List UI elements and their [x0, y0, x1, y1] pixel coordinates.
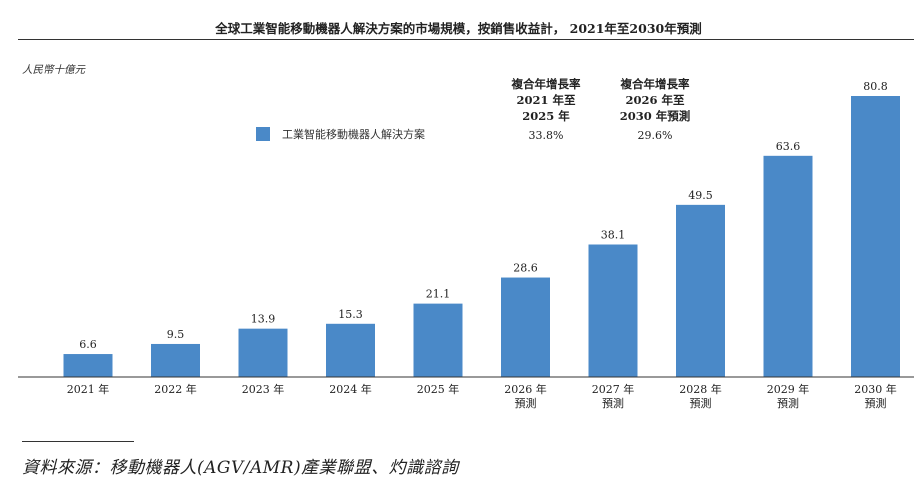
bar	[151, 343, 200, 377]
data-label: 21.1	[426, 288, 451, 301]
x-tick-label: 2022 年	[154, 382, 197, 396]
cagr-header-line: 2030 年預測	[619, 109, 691, 123]
x-tick-label: 2026 年	[504, 382, 547, 396]
x-tick-label: 預測	[777, 396, 799, 410]
x-tick-label: 2024 年	[329, 382, 372, 396]
x-tick-label: 2023 年	[242, 382, 285, 396]
data-label: 49.5	[688, 189, 713, 202]
x-tick-label: 預測	[690, 396, 712, 410]
source-note: 資料來源：移動機器人(AGV/AMR)產業聯盟、灼識諮詢	[22, 458, 459, 478]
bar	[763, 155, 813, 377]
x-tick-label: 2028 年	[679, 382, 722, 396]
cagr-header-2026-2030: 複合年增長率 2026 年至 2030 年預測	[605, 76, 705, 124]
legend: 工業智能移動機器人解決方案	[256, 127, 425, 141]
x-tick-label: 2030 年	[854, 382, 897, 396]
legend-swatch	[256, 127, 270, 141]
x-tick-label: 2027 年	[592, 382, 635, 396]
data-label: 63.6	[776, 140, 801, 153]
data-label: 13.9	[251, 313, 276, 326]
data-label: 38.1	[601, 228, 626, 241]
cagr-header-line: 2021 年至	[516, 93, 576, 107]
bar	[851, 96, 900, 377]
cagr-value-2021-2025: 33.8%	[528, 129, 564, 142]
cagr-header-2021-2025: 複合年增長率 2021 年至 2025 年	[496, 76, 596, 124]
unit-label: 人民幣十億元	[22, 64, 85, 76]
legend-label: 工業智能移動機器人解決方案	[282, 128, 425, 141]
cagr-header-line: 複合年增長率	[511, 77, 581, 91]
x-tick-label: 預測	[865, 396, 887, 410]
chart-title: 全球工業智能移動機器人解決方案的市場規模，按銷售收益計， 2021年至2030年…	[215, 21, 702, 36]
cagr-header-line: 2026 年至	[625, 93, 685, 107]
data-label: 9.5	[167, 328, 185, 341]
data-label: 28.6	[513, 262, 538, 275]
bar	[676, 204, 725, 377]
x-tick-label: 2021 年	[67, 382, 110, 396]
bar	[238, 328, 288, 377]
cagr-header-line: 2025 年	[522, 109, 570, 123]
bar	[413, 303, 463, 377]
title-divider	[18, 39, 914, 40]
x-tick-label: 預測	[515, 396, 537, 410]
source-divider	[22, 441, 134, 442]
bar	[326, 323, 375, 377]
cagr-header-line: 複合年增長率	[620, 77, 690, 91]
bar	[588, 244, 638, 377]
bar	[501, 277, 550, 377]
data-label: 80.8	[863, 80, 888, 93]
x-tick-label: 2025 年	[417, 382, 460, 396]
bar	[63, 354, 113, 377]
cagr-value-2026-2030: 29.6%	[637, 129, 673, 142]
x-tick-label: 2029 年	[767, 382, 810, 396]
data-label: 6.6	[79, 338, 97, 351]
data-label: 15.3	[338, 308, 363, 321]
x-tick-label: 預測	[602, 396, 624, 410]
